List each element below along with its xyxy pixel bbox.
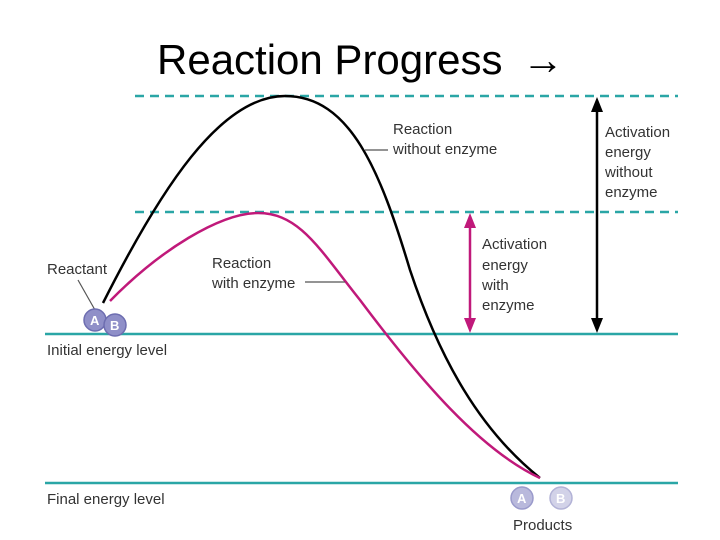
label-with-enzyme-2: with enzyme [211, 275, 295, 292]
label-activation-with-4: enzyme [482, 297, 535, 314]
label-activation-with-3: with [481, 277, 509, 294]
label-products: Products [513, 517, 572, 534]
arrowhead-down-icon [464, 318, 476, 333]
label-initial-energy: Initial energy level [47, 342, 167, 359]
label-activation-without-2: energy [605, 144, 651, 161]
arrowhead-up-icon [591, 97, 603, 112]
leader-line-reactant [77, 279, 96, 311]
molecule-b-letter: B [556, 491, 565, 506]
label-without-enzyme-1: Reaction [393, 121, 452, 138]
molecule-b [103, 313, 127, 337]
label-with-enzyme-1: Reaction [212, 255, 271, 272]
arrowhead-down-icon [591, 318, 603, 333]
molecule-b-letter: B [110, 318, 119, 333]
label-reactant: Reactant [47, 261, 108, 278]
molecule-b [549, 486, 573, 510]
title-arrow-icon: → [522, 36, 564, 83]
label-activation-with-1: Activation [482, 236, 547, 253]
curve-without-enzyme [101, 94, 541, 479]
curve-with-enzyme [109, 211, 541, 480]
label-final-energy: Final energy level [47, 491, 165, 508]
molecule-a-letter: A [90, 313, 100, 328]
reactant-molecule: A B [83, 308, 127, 337]
diagram-title: Reaction Progress [157, 36, 503, 83]
label-activation-without-3: without [604, 164, 653, 181]
label-activation-without-4: enzyme [605, 184, 658, 201]
label-activation-without-1: Activation [605, 124, 670, 141]
molecule-a-letter: A [517, 491, 527, 506]
arrowhead-up-icon [464, 213, 476, 228]
molecule-a [510, 486, 534, 510]
product-molecules: A B [510, 486, 573, 510]
label-activation-with-2: energy [482, 257, 528, 274]
label-without-enzyme-2: without enzyme [392, 141, 497, 158]
